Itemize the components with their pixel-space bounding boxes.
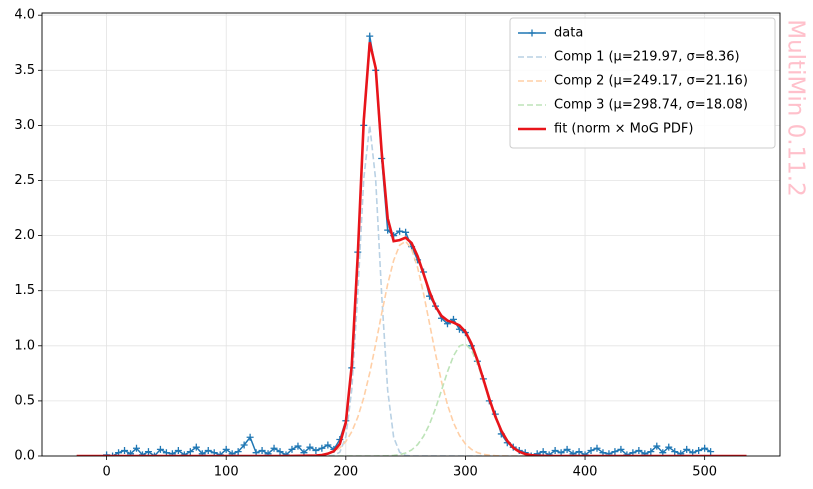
data-marker (222, 445, 230, 453)
x-tick-label: 500 (692, 465, 717, 480)
plot-area (76, 32, 747, 456)
legend-box (509, 17, 776, 149)
legend: data Comp 1 (μ=219.97, σ=8.36) Comp 2 (μ=2… (509, 17, 776, 149)
data-marker (186, 448, 194, 456)
y-tick-label: 3.5 (14, 63, 35, 78)
data-marker (605, 450, 613, 456)
legend-marker (528, 29, 536, 37)
data-marker (635, 446, 643, 454)
data-marker (240, 441, 248, 449)
data-marker (270, 444, 278, 452)
data-marker (324, 441, 332, 449)
data-marker (587, 446, 595, 454)
data-marker (396, 227, 404, 235)
data-marker (551, 446, 559, 454)
x-tick-label: 400 (573, 465, 598, 480)
x-tick-label: 0 (102, 465, 110, 480)
series-line (76, 42, 747, 456)
y-tick-label: 1.5 (14, 283, 35, 298)
data-marker (294, 442, 302, 450)
x-tick-label: 200 (333, 465, 358, 480)
x-tick-label: 100 (214, 465, 239, 480)
y-tick-label: 4.0 (14, 8, 35, 23)
data-marker (318, 444, 326, 452)
data-marker (168, 450, 176, 456)
legend-label: fit (norm × MoG PDF) (554, 122, 693, 137)
data-marker (306, 443, 314, 451)
y-tick-label: 2.0 (14, 228, 35, 243)
data-marker (653, 442, 661, 450)
data-marker (109, 452, 117, 456)
data-marker (132, 444, 140, 452)
data-marker (192, 443, 200, 451)
data-marker (121, 446, 129, 454)
series-line (76, 125, 747, 456)
data-marker (288, 445, 296, 453)
data-marker (701, 444, 709, 452)
data-marker (264, 450, 272, 456)
series-line (76, 240, 747, 456)
data-marker (641, 450, 649, 456)
series-line (76, 342, 747, 456)
data-marker (695, 446, 703, 454)
data-marker (228, 450, 236, 456)
data-marker (198, 450, 206, 456)
data-marker (312, 446, 320, 454)
data-marker (539, 448, 547, 456)
data-marker (665, 443, 673, 451)
data-marker (246, 433, 254, 441)
data-marker (647, 448, 655, 456)
data-marker (677, 450, 685, 456)
legend-label: Comp 3 (μ=298.74, σ=18.08) (554, 98, 748, 113)
data-marker (150, 452, 158, 456)
data-marker (611, 448, 619, 456)
y-tick-label: 1.0 (14, 338, 35, 353)
data-marker (234, 448, 242, 456)
data-marker (575, 448, 583, 456)
data-marker (127, 450, 135, 456)
data-marker (707, 448, 715, 456)
data-marker (671, 448, 679, 456)
y-tick-label: 0.5 (14, 393, 35, 408)
data-marker (276, 448, 284, 456)
data-marker (174, 446, 182, 454)
watermark: MultiMin 0.11.2 (783, 19, 809, 197)
data-marker (593, 444, 601, 452)
data-marker (402, 228, 410, 236)
data-marker (156, 445, 164, 453)
data-marker (617, 445, 625, 453)
data-marker (527, 452, 535, 456)
data-marker (683, 445, 691, 453)
legend-label: Comp 1 (μ=219.97, σ=8.36) (554, 50, 740, 65)
axes-frame (41, 12, 781, 457)
data-marker (144, 448, 152, 456)
legend-label: Comp 2 (μ=249.17, σ=21.16) (554, 74, 748, 89)
data-marker (563, 445, 571, 453)
y-tick-label: 3.0 (14, 118, 35, 133)
data-marker (258, 446, 266, 454)
x-tick-label: 300 (453, 465, 478, 480)
data-marker (204, 446, 212, 454)
data-marker (569, 450, 577, 456)
data-marker (366, 32, 374, 40)
data-marker (533, 450, 541, 456)
legend-label: data (554, 26, 583, 41)
y-tick-label: 2.5 (14, 173, 35, 188)
y-tick-label: 0.0 (14, 449, 35, 464)
